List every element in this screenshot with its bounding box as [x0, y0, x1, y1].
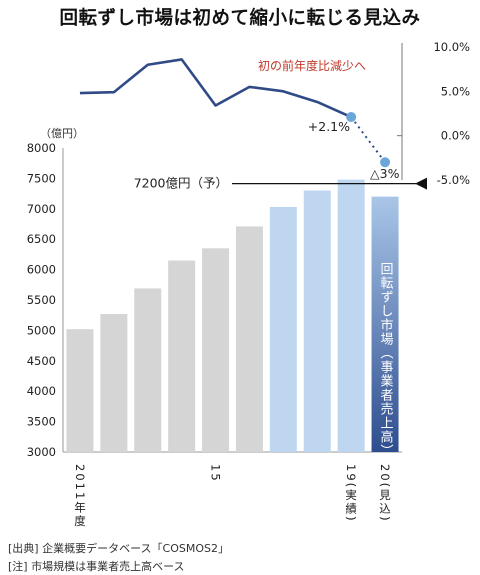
left-axis-tick-label: 7500	[27, 171, 56, 185]
left-axis-tick-label: 8000	[27, 141, 56, 155]
bar-2018	[303, 190, 331, 452]
bar-2016	[235, 226, 263, 452]
bar-2015	[202, 248, 230, 452]
chart-title: 回転ずし市場は初めて縮小に転じる見込み	[59, 8, 421, 29]
left-axis-tick-label: 6500	[27, 232, 56, 246]
left-axis-tick-label: 5000	[27, 323, 56, 337]
left-axis-tick-label: 3500	[27, 415, 56, 429]
growth-2019-label: +2.1%	[308, 119, 350, 134]
x-tick-label: 19(実績)	[344, 464, 358, 523]
right-axis-tick-label: 10.0%	[433, 40, 470, 54]
bar-2014	[168, 260, 196, 452]
growth-marker	[346, 112, 357, 123]
bar-2020-label: 回転ずし市場（事業者売上高）	[378, 262, 394, 458]
growth-marker	[380, 157, 391, 168]
growth-line-dashed	[350, 116, 386, 163]
left-axis-tick-label: 4500	[27, 354, 56, 368]
growth-note: 初の前年度比減少へ	[258, 58, 366, 73]
left-axis-tick-label: 6000	[27, 263, 56, 277]
bar-2012	[100, 313, 128, 452]
forecast-label: 7200億円（予）	[134, 176, 228, 191]
right-axis-tick-label: 0.0%	[441, 129, 470, 143]
left-axis-unit: （億円）	[40, 127, 84, 140]
x-tick-label: 2011年度	[73, 464, 87, 528]
growth-line	[79, 58, 352, 119]
x-tick-label: 20(見込)	[378, 464, 392, 523]
right-axis-tick-label: 5.0%	[441, 84, 470, 98]
bar-2017	[269, 206, 297, 452]
left-axis-tick-label: 7000	[27, 202, 56, 216]
bar-2011年度	[66, 329, 94, 452]
forecast-arrow	[415, 177, 427, 190]
bar-2020	[371, 196, 399, 452]
right-axis-tick-label: -5.0%	[437, 173, 470, 187]
x-tick-label: 15	[209, 464, 223, 483]
bar-2019	[337, 179, 365, 452]
left-axis-tick-label: 3000	[27, 445, 56, 459]
growth-2020-label: △3%	[370, 166, 400, 181]
source-note: [出典] 企業概要データベース「COSMOS2」	[8, 542, 229, 555]
market-size-note: [注] 市場規模は事業者売上高ベース	[8, 560, 185, 573]
left-axis-tick-label: 5500	[27, 293, 56, 307]
left-axis-tick-label: 4000	[27, 384, 56, 398]
bar-2013	[134, 288, 162, 452]
